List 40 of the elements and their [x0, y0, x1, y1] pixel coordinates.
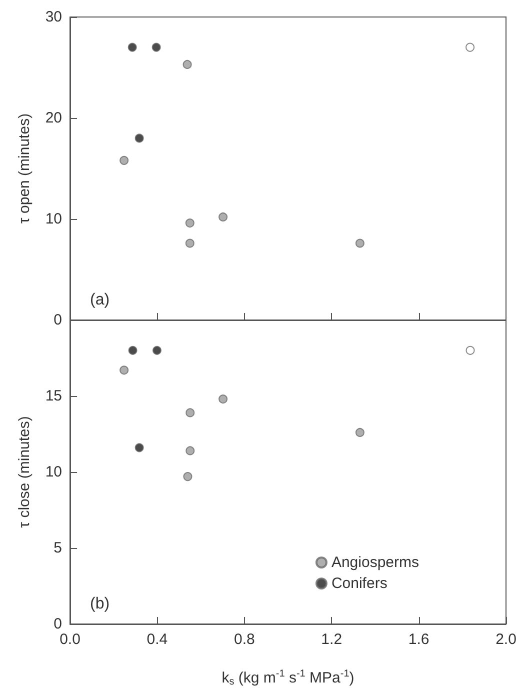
legend-label: Angiosperms — [331, 554, 420, 571]
annotation: (a) — [90, 292, 110, 308]
point — [182, 60, 192, 69]
point — [134, 443, 144, 452]
x-tick-label: 1.6 — [408, 631, 430, 648]
x-tick-label: 0.8 — [234, 631, 255, 648]
point — [183, 472, 192, 482]
point — [218, 212, 228, 222]
point — [186, 408, 195, 418]
point — [128, 42, 137, 52]
y-tick-label: 0 — [54, 616, 62, 632]
x-tick-label: 2.0 — [496, 631, 516, 648]
legend-label: Conifers — [331, 575, 388, 592]
point — [120, 366, 129, 375]
y-tick-label: 20 — [45, 110, 62, 126]
x-tick-label: 0.4 — [146, 631, 168, 648]
annotation: (b) — [90, 596, 110, 612]
point — [134, 134, 144, 143]
y-tick-label: 10 — [45, 210, 62, 228]
point — [152, 42, 161, 52]
point — [120, 156, 129, 165]
point — [152, 346, 162, 355]
point — [218, 394, 228, 404]
point — [186, 446, 195, 456]
point — [185, 218, 194, 228]
y-tick-label: 30 — [45, 8, 62, 26]
x-tick-label: 1.2 — [321, 631, 342, 648]
y-axis-title: τ open (minutes) — [16, 113, 33, 224]
point — [466, 346, 475, 355]
point — [128, 346, 138, 355]
y-tick-label: 15 — [45, 388, 62, 404]
point — [355, 428, 364, 437]
point — [185, 238, 194, 248]
y-axis-title: τ close (minutes) — [16, 416, 33, 528]
y-tick-label: 0 — [54, 312, 62, 328]
y-tick-label: 10 — [45, 464, 62, 480]
y-tick-label: 5 — [54, 540, 62, 556]
point — [466, 42, 475, 52]
point — [355, 238, 364, 248]
x-tick-label: 0.0 — [60, 631, 80, 648]
